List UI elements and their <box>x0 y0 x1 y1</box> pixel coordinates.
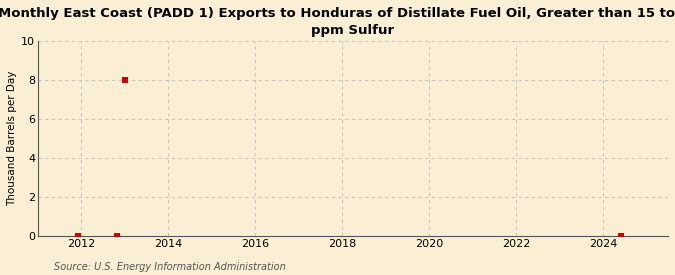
Text: Source: U.S. Energy Information Administration: Source: U.S. Energy Information Administ… <box>54 262 286 272</box>
Point <box>72 234 83 238</box>
Title: Monthly East Coast (PADD 1) Exports to Honduras of Distillate Fuel Oil, Greater : Monthly East Coast (PADD 1) Exports to H… <box>0 7 675 37</box>
Y-axis label: Thousand Barrels per Day: Thousand Barrels per Day <box>7 71 17 206</box>
Point <box>616 234 626 238</box>
Point <box>119 78 130 82</box>
Point <box>112 234 123 238</box>
